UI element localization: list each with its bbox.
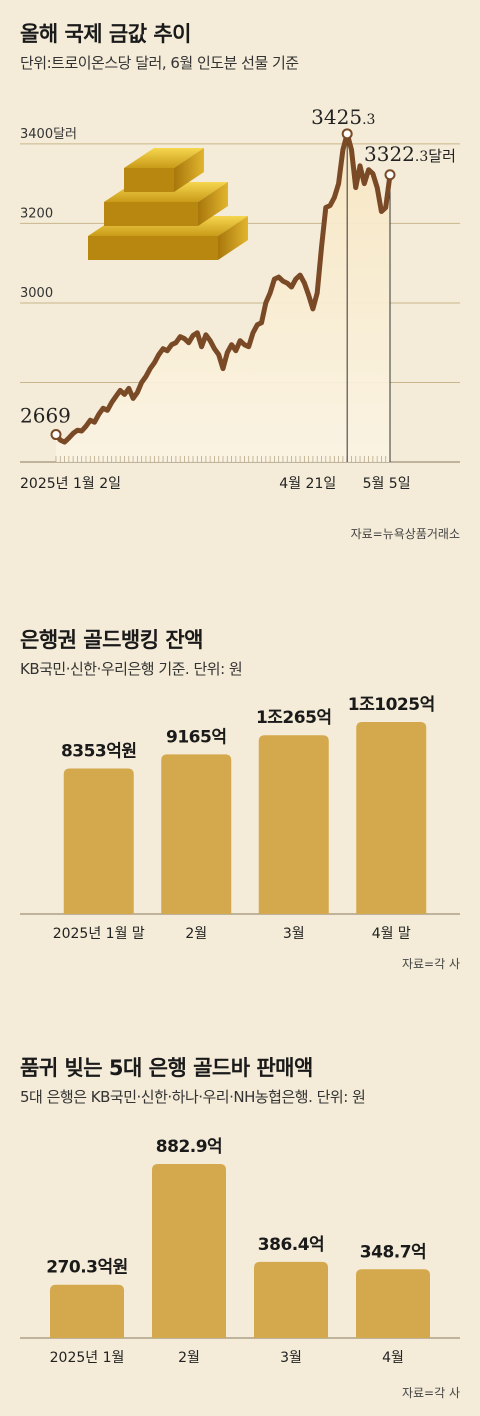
bar xyxy=(63,768,134,914)
x-tick-label: 5월 5일 xyxy=(363,476,411,492)
bar-category-label: 4월 xyxy=(382,1350,404,1366)
gold-chart-title: 올해 국제 금값 추이 xyxy=(20,22,192,46)
bar-category-label: 4월 말 xyxy=(372,926,411,942)
bar-category-label: 2025년 1월 xyxy=(50,1350,125,1366)
bar xyxy=(356,722,427,914)
bar-value-label: 348.7억 xyxy=(360,1242,426,1262)
end-value-decimal: .3 xyxy=(415,149,428,165)
y-tick-label: 3000 xyxy=(20,286,53,301)
bar-value-label: 9165억 xyxy=(166,727,226,747)
bar-value-label: 1조265억 xyxy=(256,708,332,728)
end-value-main: 3322 xyxy=(364,142,415,166)
data-point-marker xyxy=(341,128,353,140)
sales-chart-source: 자료=각 사 xyxy=(401,1386,460,1400)
bar-value-label: 386.4억 xyxy=(258,1235,324,1255)
gold-price-series-line xyxy=(53,131,393,445)
gold-price-section: 올해 국제 금값 추이 단위:트로이온스당 달러, 6월 인도분 선물 기준 3… xyxy=(0,0,480,560)
end-value-unit: 달러 xyxy=(428,147,456,165)
sales-bar-chart: 270.3억원 2025년 1월 882.9억 2월 386.4억 3월 348.7억 4월 xyxy=(20,1137,460,1366)
sales-chart-title: 품귀 빚는 5대 은행 골드바 판매액 xyxy=(20,1056,313,1080)
start-value-label: 2669 xyxy=(20,404,71,428)
data-point-marker xyxy=(384,169,396,181)
bar-value-label: 882.9억 xyxy=(156,1137,222,1157)
balance-bar-chart: 8353억원 2025년 1월 말 9165억 2월 1조265억 3월 1조1025억 4월… xyxy=(20,695,460,942)
bar xyxy=(50,1284,124,1338)
bar xyxy=(161,754,232,914)
peak-value-decimal: .3 xyxy=(362,112,375,128)
balance-chart-title: 은행권 골드뱅킹 잔액 xyxy=(20,628,204,652)
peak-value-main: 3425 xyxy=(311,105,362,129)
gold-chart-source: 자료=뉴욕상품거래소 xyxy=(350,527,460,541)
gold-price-area xyxy=(56,133,390,463)
gold-chart-subtitle: 단위:트로이온스당 달러, 6월 인도분 선물 기준 xyxy=(20,54,299,72)
x-tick-label: 4월 21일 xyxy=(279,476,336,492)
x-tick-label: 2025년 1월 2일 xyxy=(20,476,121,492)
y-tick-label: 3200 xyxy=(20,206,53,221)
bar-category-label: 2월 xyxy=(178,1350,200,1366)
bar-category-label: 3월 xyxy=(283,926,305,942)
bar xyxy=(356,1269,430,1338)
gold-bars-illustration xyxy=(88,148,248,260)
balance-section: 은행권 골드뱅킹 잔액 KB국민·신한·우리은행 기준. 단위: 원 8353억… xyxy=(0,560,480,1000)
bar-category-label: 3월 xyxy=(280,1350,302,1366)
balance-chart-source: 자료=각 사 xyxy=(401,957,460,971)
bar xyxy=(152,1164,226,1338)
bar-category-label: 2월 xyxy=(185,926,207,942)
bar xyxy=(258,735,329,914)
bar xyxy=(254,1261,328,1338)
y-tick-label: 3400달러 xyxy=(20,127,77,142)
bar-category-label: 2025년 1월 말 xyxy=(53,926,145,942)
bar-value-label: 1조1025억 xyxy=(348,695,435,715)
balance-chart-subtitle: KB국민·신한·우리은행 기준. 단위: 원 xyxy=(20,660,243,678)
bar-value-label: 270.3억원 xyxy=(46,1258,128,1278)
end-value-label: 3322.3달러 xyxy=(364,142,456,166)
sales-chart-subtitle: 5대 은행은 KB국민·신한·하나·우리·NH농협은행. 단위: 원 xyxy=(20,1088,366,1106)
sales-section: 품귀 빚는 5대 은행 골드바 판매액 5대 은행은 KB국민·신한·하나·우리… xyxy=(0,1000,480,1416)
peak-value-label: 3425.3 xyxy=(311,105,375,129)
data-point-marker xyxy=(50,429,62,441)
bar-value-label: 8353억원 xyxy=(61,742,137,762)
